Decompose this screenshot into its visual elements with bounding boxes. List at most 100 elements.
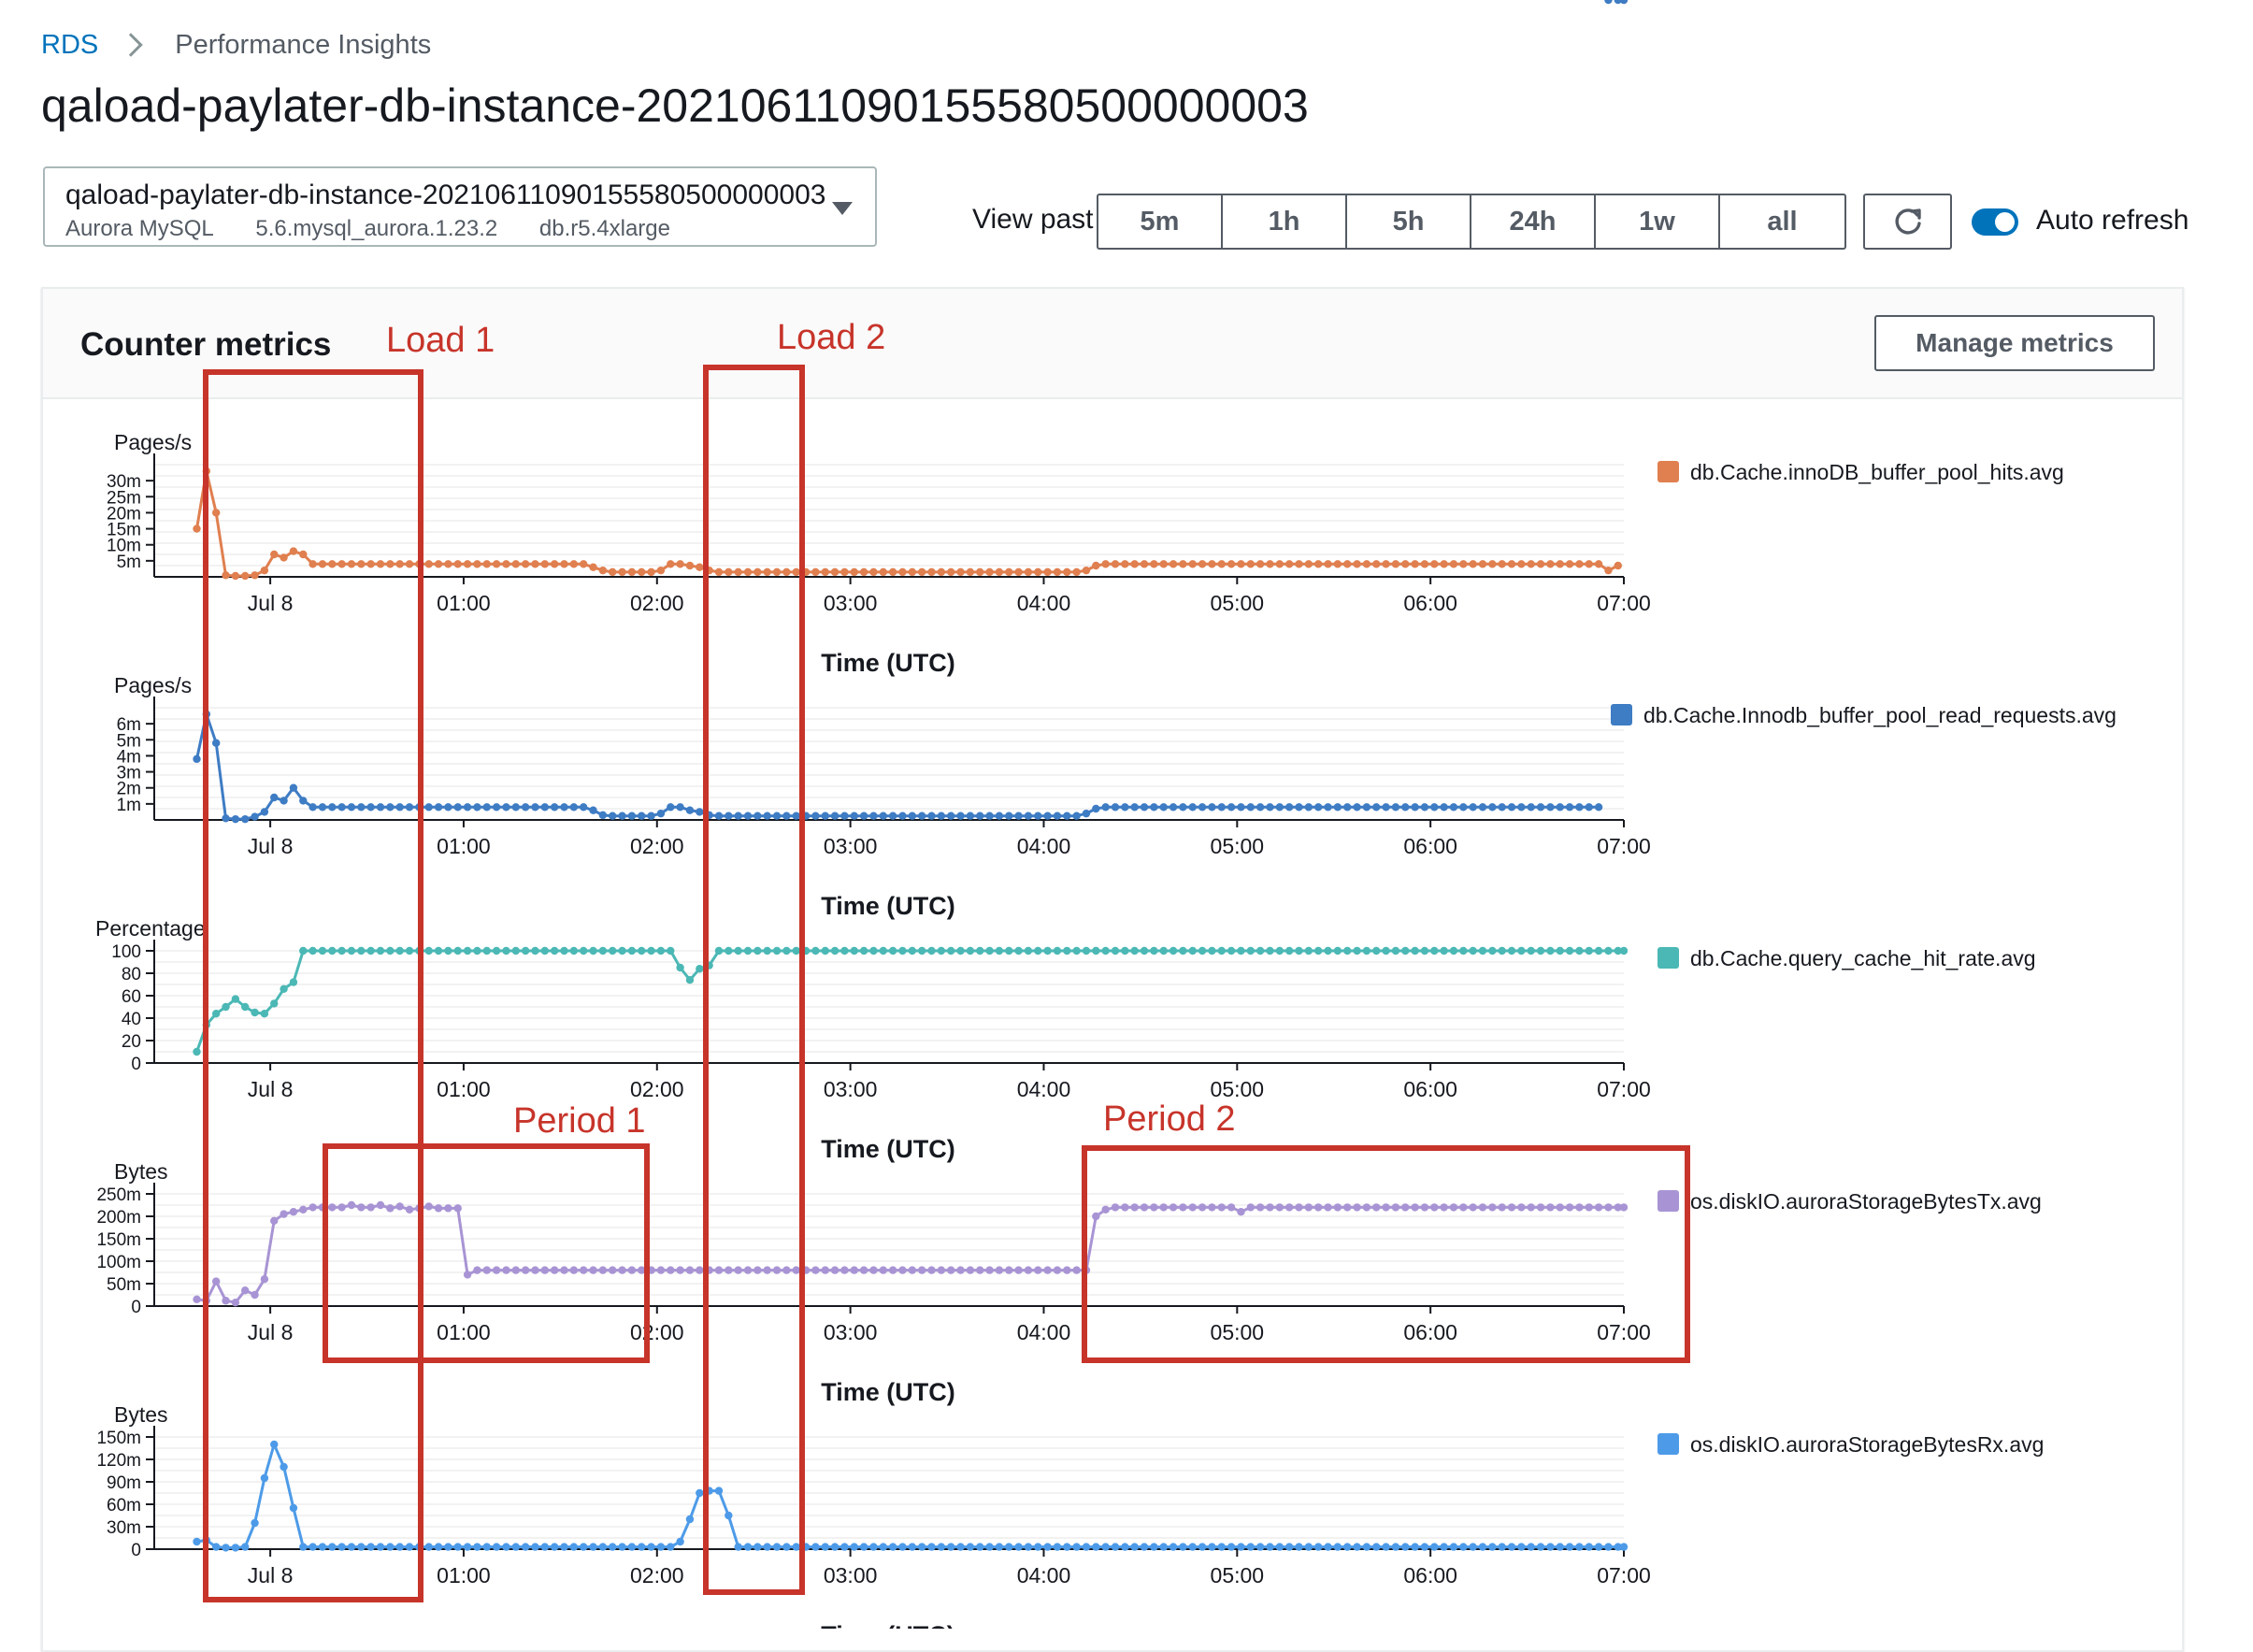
- y-tick-label: 0: [131, 1298, 141, 1317]
- panel-header: Counter metrics: [43, 289, 2182, 399]
- y-tick-label: 150m: [96, 1230, 141, 1250]
- data-point: [579, 1543, 588, 1551]
- manage-metrics-button[interactable]: Manage metrics: [1874, 315, 2155, 371]
- data-point: [1420, 946, 1429, 955]
- data-point: [482, 560, 491, 568]
- data-point: [1382, 1543, 1390, 1551]
- legend-swatch: [1657, 1190, 1679, 1212]
- data-point: [193, 524, 201, 533]
- data-point: [753, 946, 762, 955]
- data-point: [395, 1543, 404, 1551]
- data-point: [492, 1543, 501, 1551]
- data-point: [579, 560, 588, 568]
- data-point: [1449, 1543, 1458, 1551]
- data-point: [463, 1271, 472, 1279]
- data-point: [1159, 1543, 1168, 1551]
- annotation-label: Period 2: [1103, 1099, 1236, 1139]
- range-1w-button[interactable]: 1w: [1596, 195, 1720, 248]
- auto-refresh-toggle[interactable]: [1972, 208, 2018, 236]
- data-point: [1333, 1543, 1342, 1551]
- data-point: [1101, 560, 1110, 568]
- data-point: [763, 1266, 771, 1274]
- data-point: [1498, 803, 1506, 812]
- data-point: [1014, 946, 1023, 955]
- period-1-box: [323, 1143, 650, 1363]
- data-point: [1575, 1203, 1584, 1212]
- data-point: [869, 567, 878, 577]
- data-point: [1072, 946, 1081, 955]
- data-point: [1043, 1266, 1052, 1274]
- range-5h-button[interactable]: 5h: [1347, 195, 1471, 248]
- data-point: [1498, 560, 1506, 568]
- data-point: [211, 739, 221, 747]
- data-point: [328, 803, 337, 812]
- series-line: [196, 1203, 1624, 1304]
- x-tick-label: 07:00: [1597, 834, 1651, 858]
- data-point: [1266, 1203, 1274, 1212]
- data-point: [511, 946, 520, 955]
- data-point: [1111, 803, 1120, 812]
- breadcrumb-rds-link[interactable]: RDS: [41, 29, 99, 60]
- data-point: [667, 946, 675, 955]
- data-point: [1362, 560, 1371, 568]
- data-point: [502, 946, 510, 955]
- data-point: [1256, 1543, 1265, 1551]
- data-point: [821, 946, 829, 955]
- range-1h-button[interactable]: 1h: [1223, 195, 1347, 248]
- range-24h-button[interactable]: 24h: [1471, 195, 1596, 248]
- data-point: [1440, 560, 1448, 568]
- data-point: [850, 1266, 858, 1274]
- data-point: [1121, 803, 1129, 812]
- data-point: [1459, 946, 1468, 955]
- range-all-button[interactable]: all: [1767, 206, 1798, 237]
- data-point: [280, 984, 288, 994]
- data-point: [193, 754, 201, 764]
- range-5m-button[interactable]: 5m: [1098, 195, 1223, 248]
- y-tick-label: 2m: [117, 780, 141, 799]
- data-point: [1140, 803, 1149, 812]
- data-point: [366, 803, 375, 812]
- data-point: [995, 1543, 1004, 1551]
- data-point: [956, 946, 965, 955]
- data-point: [792, 567, 800, 577]
- data-point: [734, 1266, 742, 1274]
- data-point: [976, 567, 984, 577]
- data-point: [1150, 1543, 1158, 1551]
- data-point: [521, 1543, 530, 1551]
- data-point: [772, 1543, 782, 1551]
- annotation-label: Load 1: [386, 321, 495, 360]
- data-point: [667, 1543, 675, 1551]
- data-point: [1092, 804, 1100, 813]
- data-point: [1333, 1203, 1342, 1212]
- data-point: [366, 1203, 375, 1212]
- data-point: [1246, 946, 1255, 955]
- data-point: [869, 812, 878, 820]
- data-point: [638, 1543, 646, 1551]
- data-point: [1594, 560, 1603, 568]
- data-point: [1614, 1203, 1622, 1212]
- data-point: [502, 1543, 510, 1551]
- data-point: [1420, 803, 1429, 812]
- refresh-button[interactable]: [1863, 194, 1952, 250]
- data-point: [1063, 1543, 1071, 1551]
- data-point: [811, 946, 820, 955]
- data-point: [1401, 946, 1410, 955]
- instance-select[interactable]: qaload-paylater-db-instance-202106110901…: [43, 166, 877, 247]
- data-point: [1217, 946, 1226, 955]
- x-axis-title: Time (UTC): [821, 649, 955, 677]
- data-point: [357, 1543, 366, 1551]
- data-point: [725, 567, 733, 577]
- data-point: [222, 1544, 230, 1552]
- data-point: [1150, 1203, 1158, 1212]
- data-point: [598, 946, 608, 955]
- data-point: [299, 946, 308, 955]
- data-point: [366, 946, 375, 955]
- x-axis-title: Time (UTC): [821, 892, 955, 920]
- data-point: [1517, 1203, 1526, 1212]
- data-point: [995, 567, 1004, 577]
- data-point: [444, 1543, 452, 1551]
- data-point: [1082, 1543, 1091, 1551]
- x-tick-label: 06:00: [1403, 591, 1457, 615]
- data-point: [1536, 1203, 1545, 1212]
- data-point: [609, 567, 617, 577]
